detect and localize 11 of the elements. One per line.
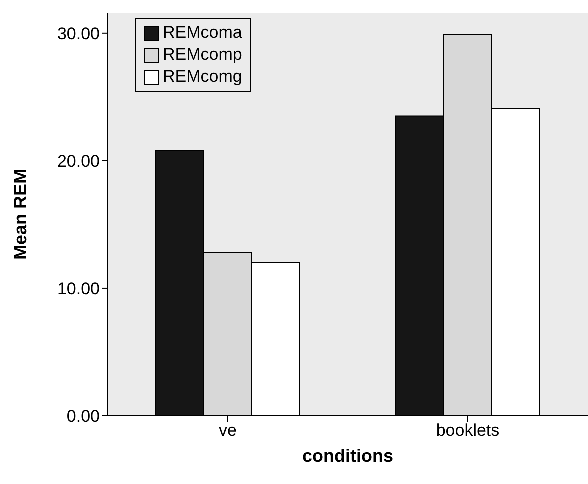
y-tick-label: 30.00	[57, 24, 100, 44]
x-axis-title: conditions	[302, 446, 394, 466]
y-axis-title: Mean REM	[10, 168, 30, 260]
legend-label: REMcomp	[163, 45, 242, 65]
x-tick-label: booklets	[436, 421, 500, 440]
y-tick-label: 0.00	[66, 407, 100, 426]
legend-label: REMcomg	[163, 67, 242, 87]
y-tick-label: 20.00	[57, 152, 100, 171]
y-tick-label: 10.00	[57, 280, 100, 299]
x-tick-label: ve	[219, 421, 237, 440]
legend-label: REMcoma	[163, 23, 242, 43]
